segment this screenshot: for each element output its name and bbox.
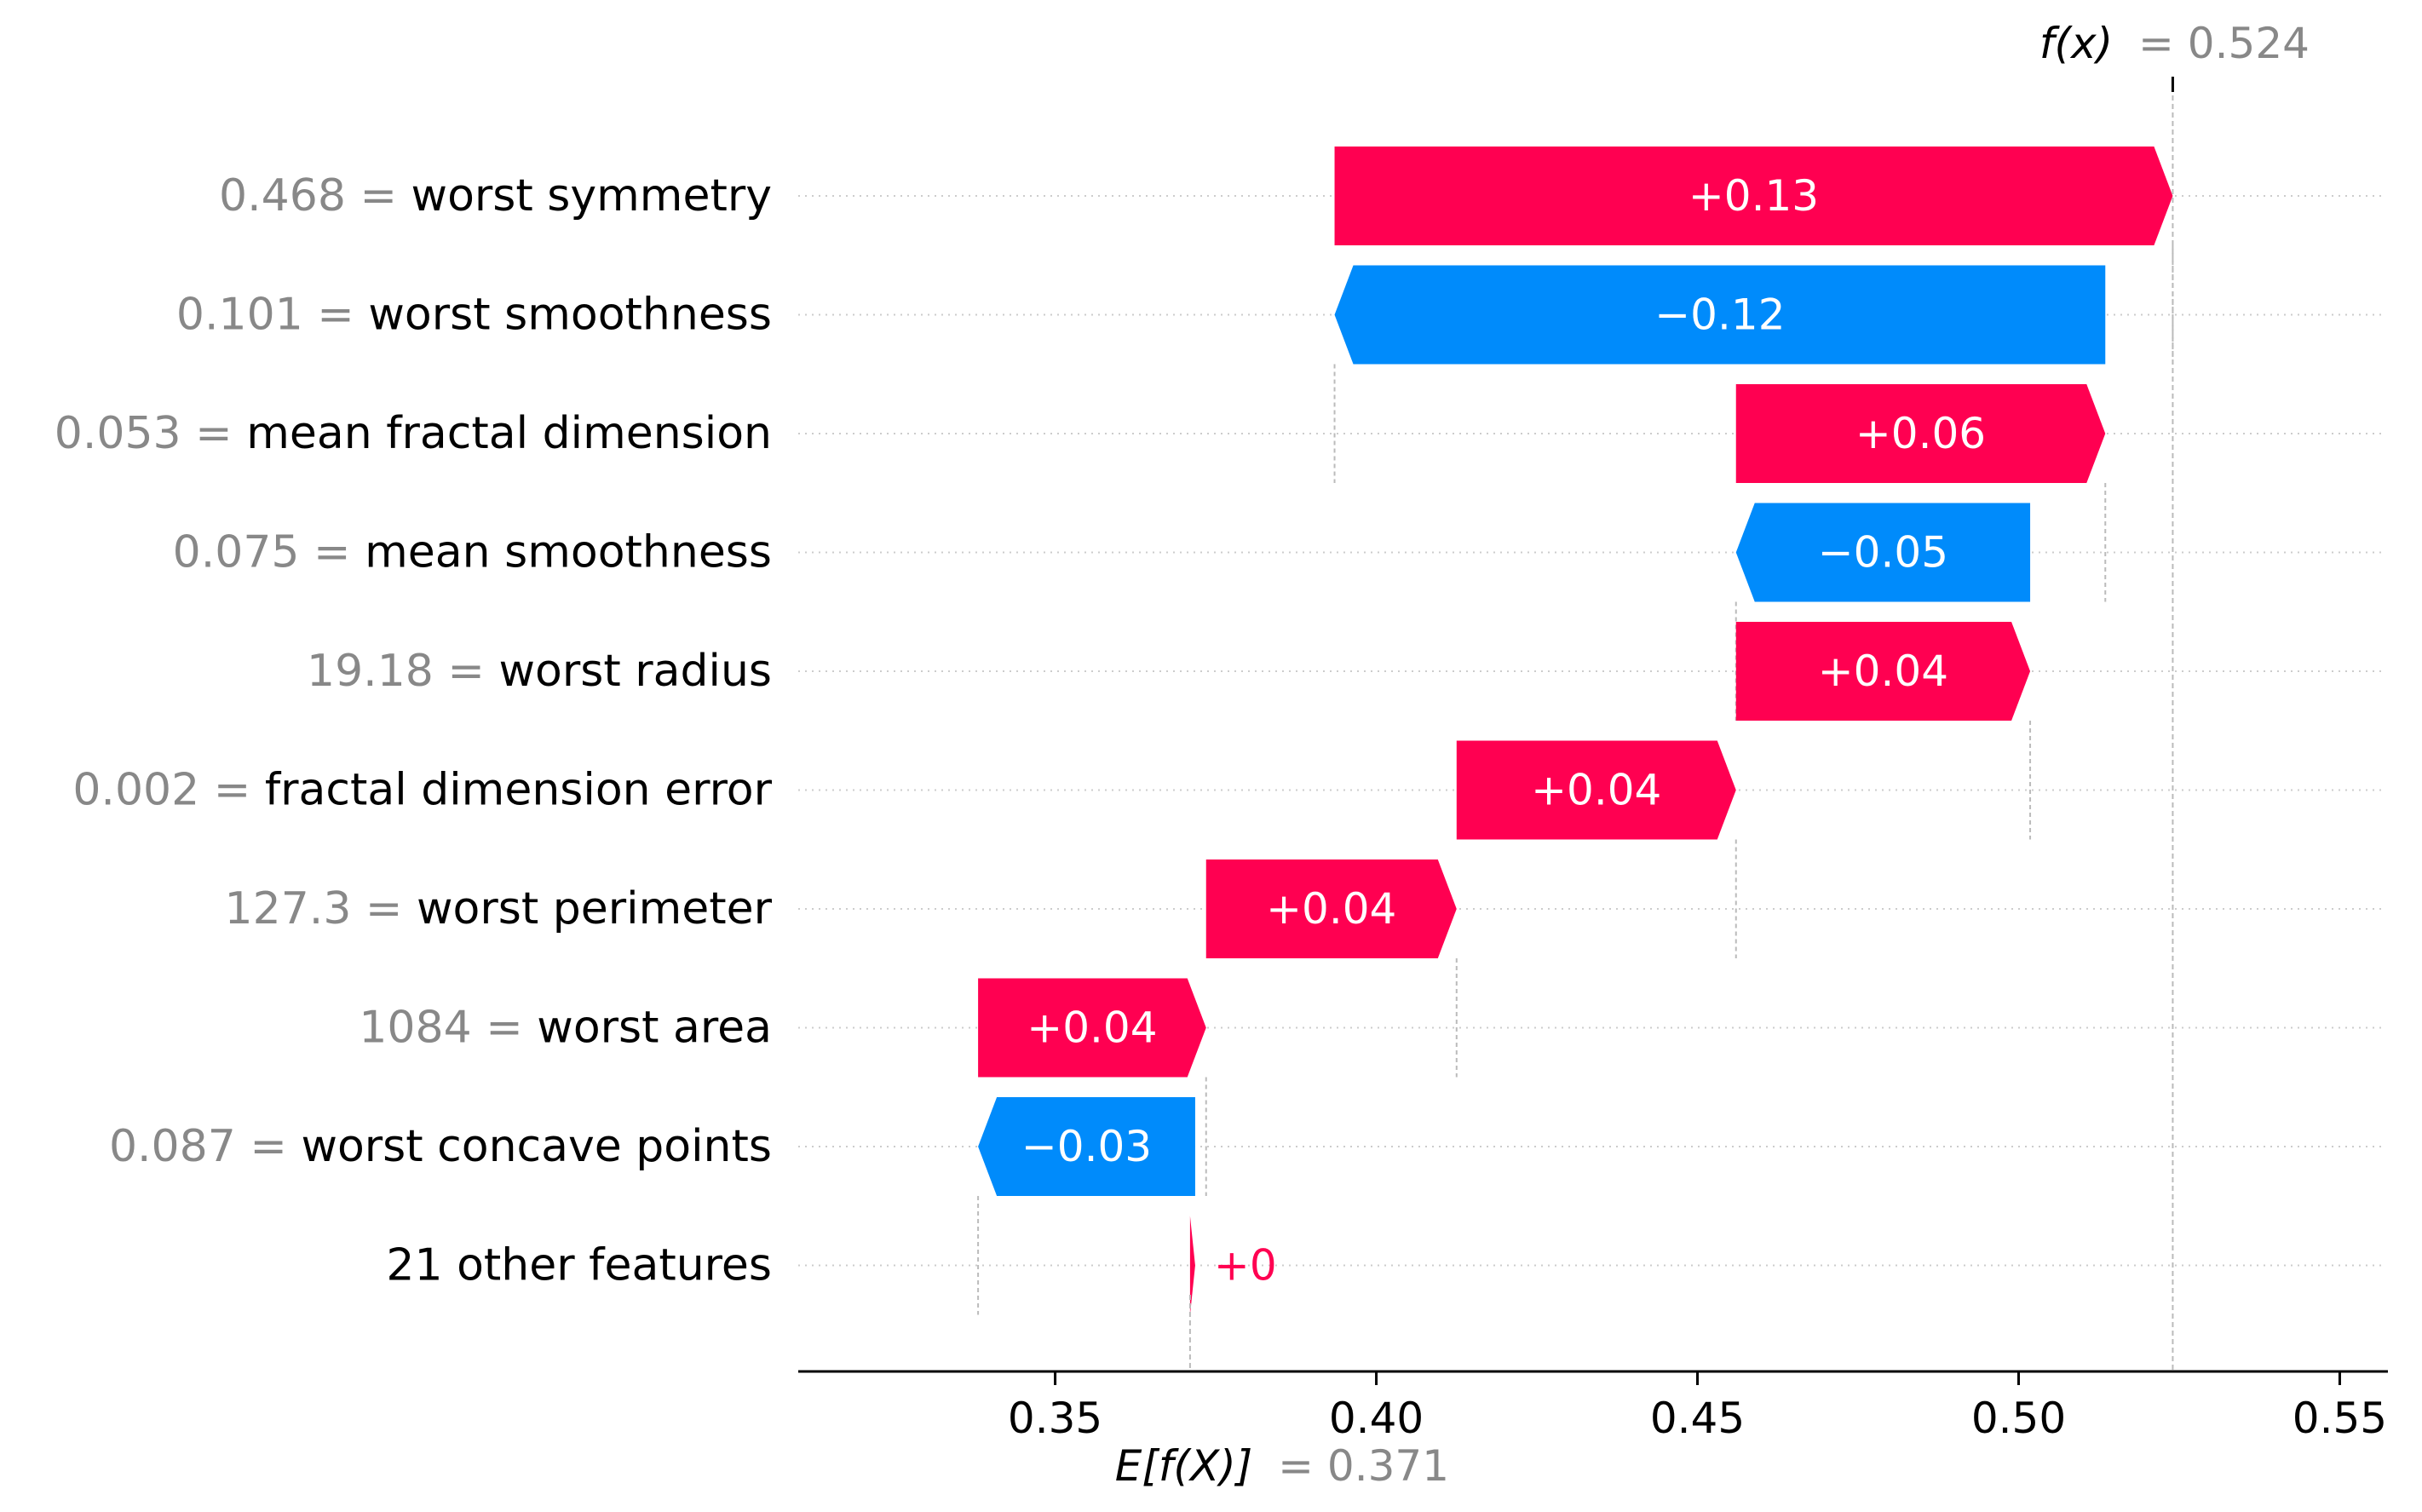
bar-value-label: −0.12 [1654, 290, 1785, 340]
x-tick-label: 0.40 [1329, 1394, 1424, 1443]
annotations: f(x) = 0.524 E[f(X)] = 0.371 [1115, 19, 2310, 1491]
feature-value: 0.075 = [173, 527, 365, 578]
feature-name: 21 other features [386, 1240, 772, 1291]
x-tick-label: 0.50 [1971, 1394, 2066, 1443]
feature-name: worst perimeter [417, 883, 773, 934]
x-tick-label: 0.45 [1650, 1394, 1745, 1443]
feature-value: 0.053 = [55, 408, 247, 459]
feature-label: 0.002 = fractal dimension error [72, 765, 772, 816]
contribution-bar [1735, 503, 2031, 602]
contribution-bar [1456, 740, 1736, 840]
feature-value: 127.3 = [225, 883, 417, 934]
contribution-bar [1334, 265, 2106, 365]
bar-value-label: −0.03 [1021, 1122, 1152, 1171]
bar-value-label: +0.04 [1818, 647, 1948, 696]
contribution-bar [1735, 384, 2106, 483]
feature-name: worst concave points [301, 1121, 772, 1172]
feature-label: 0.053 = mean fractal dimension [55, 408, 772, 459]
feature-label: 21 other features [386, 1240, 772, 1291]
feature-value: 0.101 = [176, 290, 369, 341]
feature-label: 127.3 = worst perimeter [225, 883, 773, 934]
bars: +0.13 −0.12 +0.06 −0.05 +0.04 +0.04 +0.04 +0.04… [978, 147, 2173, 1315]
contribution-bar [978, 978, 1206, 1078]
base-value-annotation: E[f(X)] = 0.371 [1115, 1441, 1449, 1491]
bar-value-label: +0.06 [1855, 409, 1986, 458]
feature-value: 0.468 = [219, 170, 411, 221]
contribution-bar [1334, 147, 2173, 245]
feature-name: mean smoothness [365, 527, 772, 578]
output-value-label: f(x) [2039, 19, 2113, 68]
feature-labels: 0.468 = worst symmetry 0.101 = worst smoo… [55, 170, 773, 1291]
contribution-bar [978, 1097, 1195, 1196]
base-value-number: = 0.371 [1278, 1441, 1449, 1491]
feature-value: 19.18 = [307, 646, 499, 697]
x-ticks: 0.35 0.40 0.45 0.50 0.55 [1008, 1371, 2387, 1443]
feature-label: 0.101 = worst smoothness [176, 290, 772, 341]
feature-label: 1084 = worst area [359, 1003, 772, 1054]
feature-value: 0.087 = [109, 1121, 302, 1172]
contribution-bar [1735, 622, 2031, 721]
feature-value: 0.002 = [72, 765, 265, 816]
output-value-annotation: f(x) = 0.524 [2039, 19, 2310, 68]
bar-value-label: +0.04 [1027, 1003, 1157, 1053]
feature-name: worst area [537, 1003, 772, 1054]
contribution-bar [1189, 1216, 1195, 1315]
bar-value-label: +0 [1214, 1241, 1277, 1291]
feature-name: worst radius [499, 646, 772, 697]
feature-name: worst smoothness [368, 290, 772, 341]
feature-label: 19.18 = worst radius [307, 646, 772, 697]
feature-name: worst symmetry [411, 170, 772, 221]
bar-value-label: −0.05 [1818, 528, 1948, 578]
x-tick-label: 0.35 [1008, 1394, 1102, 1443]
feature-name: fractal dimension error [265, 765, 773, 816]
contribution-bar [1205, 859, 1457, 958]
bar-value-label: +0.04 [1266, 884, 1396, 934]
x-tick-label: 0.55 [2293, 1394, 2387, 1443]
base-value-label: E[f(X)] [1115, 1441, 1252, 1491]
bar-value-label: +0.13 [1688, 171, 1819, 221]
feature-label: 0.087 = worst concave points [109, 1121, 772, 1172]
feature-label: 0.468 = worst symmetry [219, 170, 772, 221]
output-value-number: = 0.524 [2138, 19, 2310, 68]
bar-value-label: +0.04 [1531, 766, 1661, 815]
feature-name: mean fractal dimension [246, 408, 772, 459]
feature-value: 1084 = [359, 1003, 537, 1054]
feature-label: 0.075 = mean smoothness [173, 527, 772, 578]
